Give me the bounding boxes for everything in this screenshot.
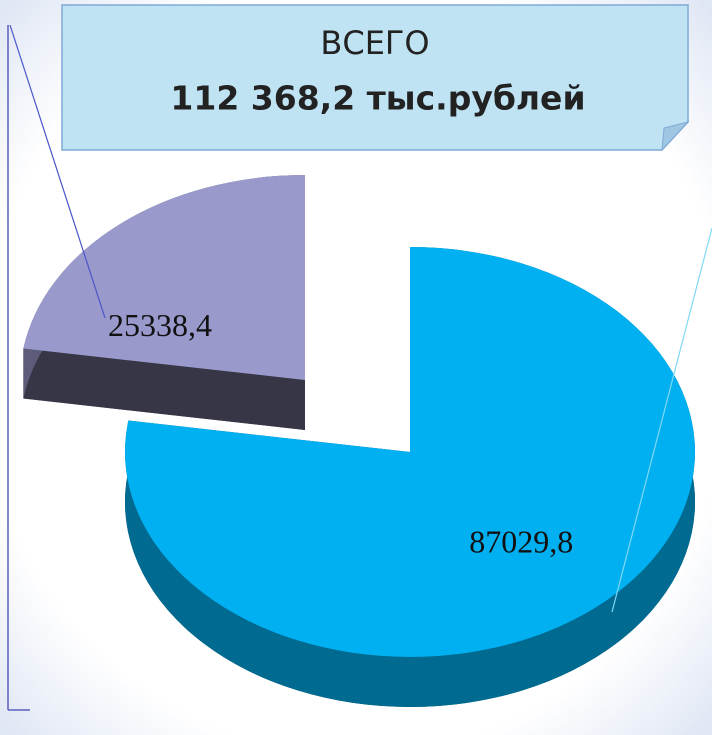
folded-corner bbox=[661, 121, 690, 152]
slice-top bbox=[23, 175, 306, 380]
slice-cut-face bbox=[23, 348, 306, 430]
data-label: 25338,4 bbox=[108, 307, 212, 343]
slice: 87029,8 bbox=[125, 247, 695, 708]
data-label: 87029,8 bbox=[469, 524, 573, 560]
total-caption: ВСЕГО bbox=[320, 24, 429, 62]
leader-line bbox=[611, 227, 712, 613]
total-box: ВСЕГО 112 368,2 тыс.рублей bbox=[61, 4, 690, 152]
leader-line bbox=[9, 24, 106, 319]
slice: 25338,4 bbox=[23, 175, 306, 430]
pie: 25338,4 87029,8 bbox=[23, 175, 695, 708]
total-value: 112 368,2 тыс.рублей bbox=[170, 79, 585, 118]
slice-top bbox=[125, 247, 695, 657]
